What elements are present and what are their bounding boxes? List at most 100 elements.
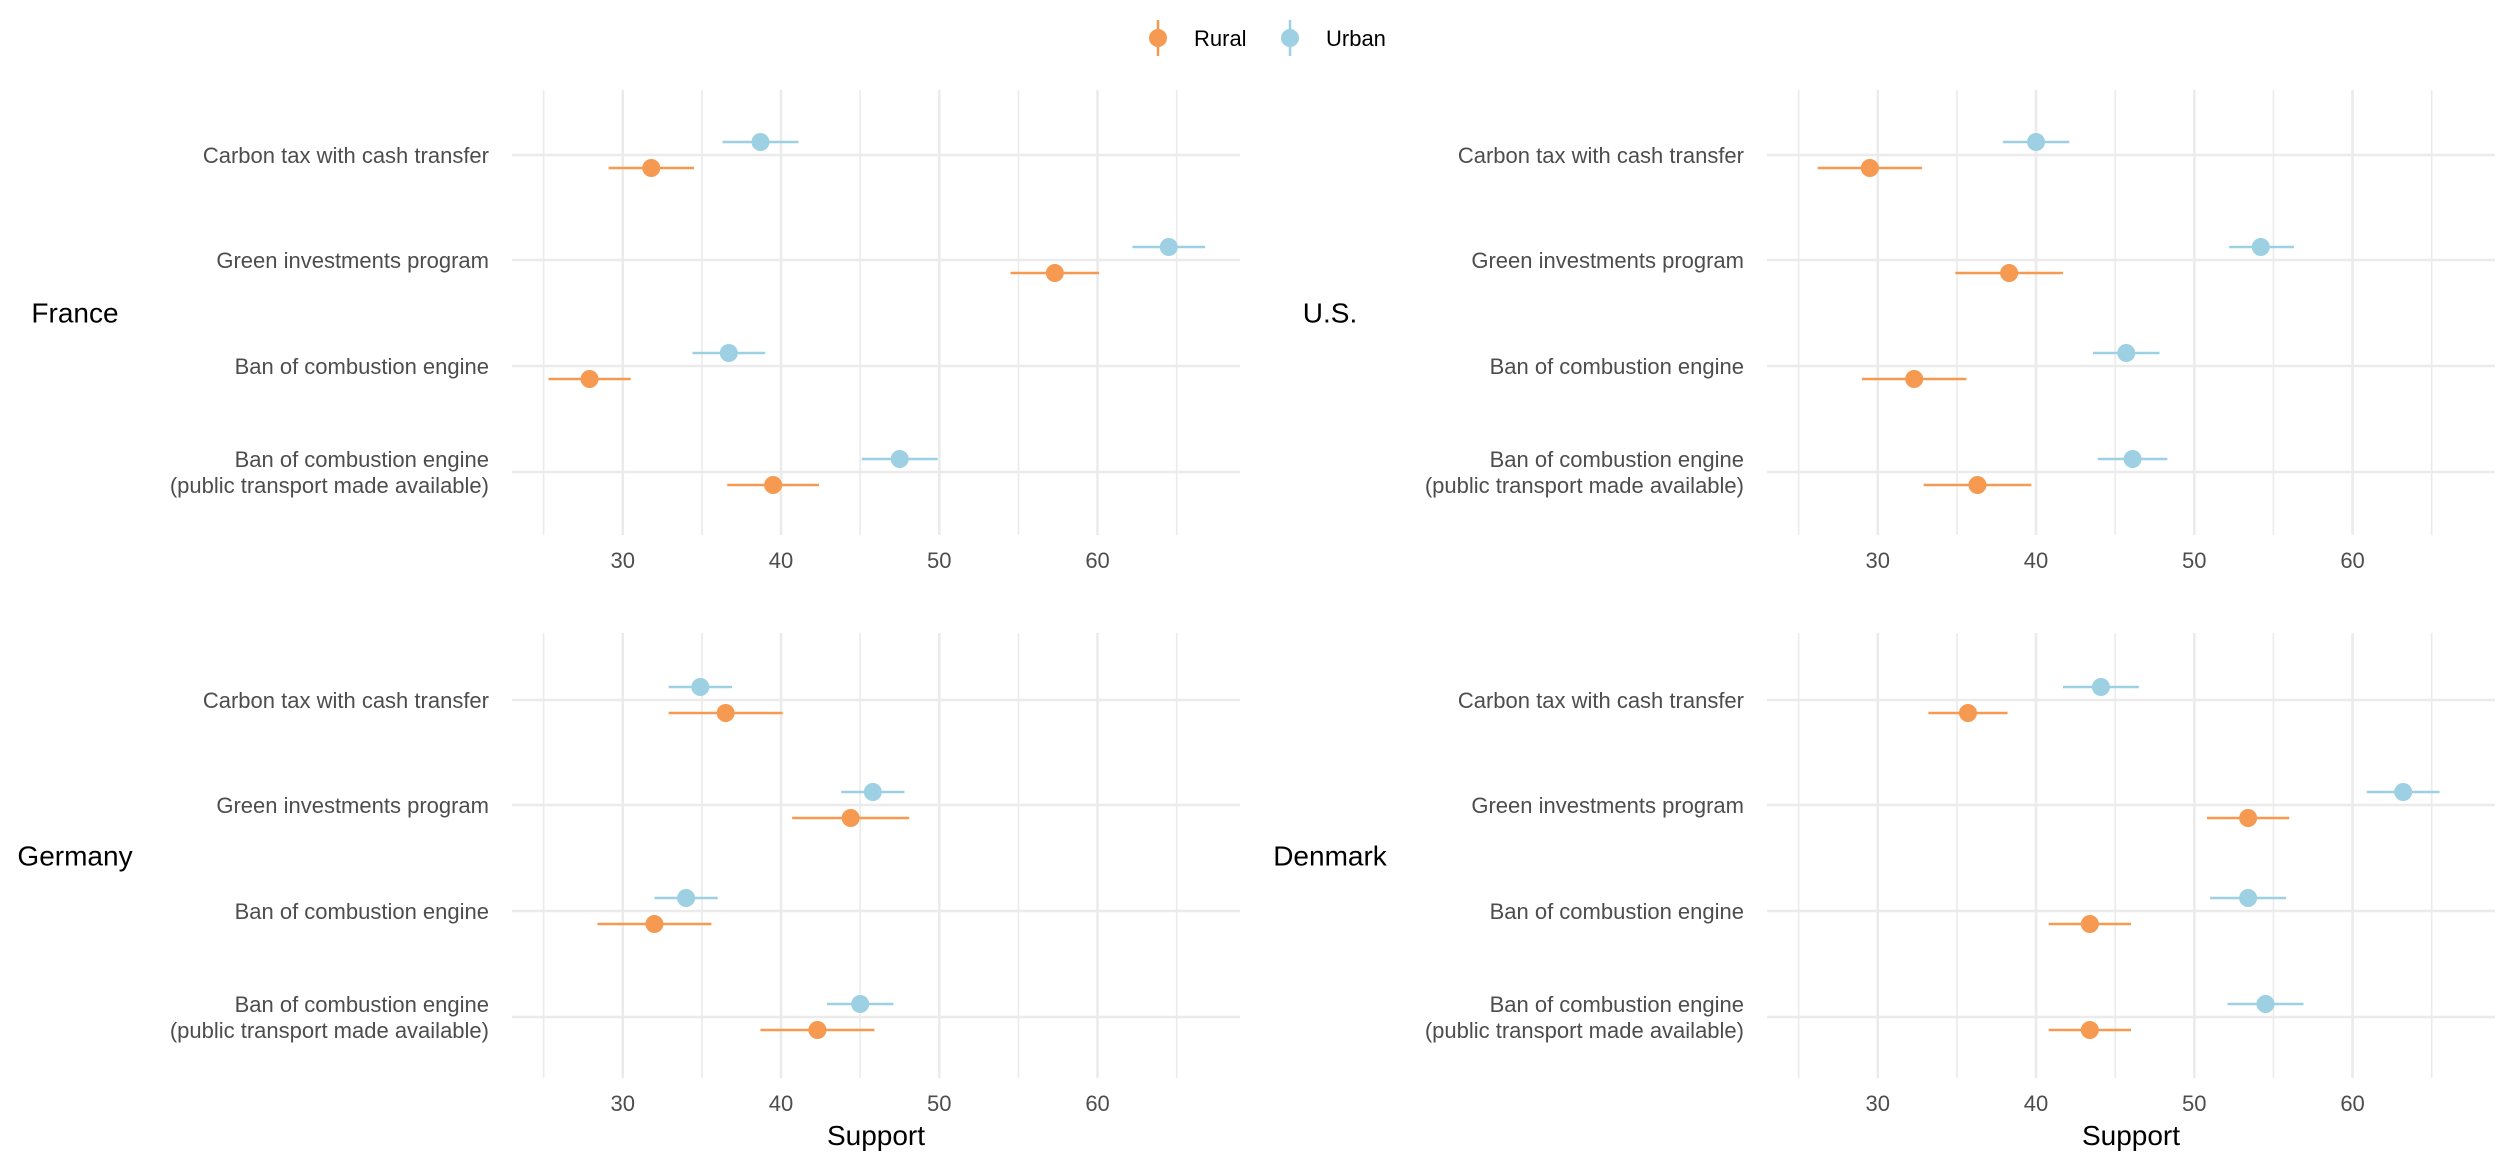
point-marker	[2251, 238, 2270, 256]
point-marker	[2000, 264, 2019, 282]
data-point-urban	[692, 344, 766, 362]
point-marker	[2123, 450, 2142, 468]
legend-label: Urban	[1326, 26, 1386, 51]
point-marker	[580, 370, 599, 388]
x-tick-label: 40	[2024, 1091, 2048, 1116]
data-point-urban	[2227, 995, 2304, 1013]
category-label: (public transport made available)	[170, 473, 489, 498]
category-label: (public transport made available)	[1425, 473, 1744, 498]
point-marker	[716, 704, 735, 722]
point-marker	[1968, 476, 1987, 494]
data-point-rural	[1955, 264, 2063, 282]
category-label: Ban of combustion engine	[1490, 992, 1744, 1017]
panel-france: France Carbon tax with cash transfer Green…	[31, 90, 1240, 573]
point-marker	[691, 678, 710, 696]
category-label: Green investments program	[1471, 248, 1744, 273]
data-point-rural	[597, 915, 712, 933]
point-marker	[863, 783, 882, 801]
data-point-urban	[2093, 344, 2160, 362]
data-point-rural	[608, 159, 694, 177]
data-point-rural	[2048, 915, 2131, 933]
point-marker	[2394, 783, 2413, 801]
point-marker	[2256, 995, 2275, 1013]
legend-label: Rural	[1194, 26, 1247, 51]
data-point-urban	[668, 678, 732, 696]
data-point-rural	[2206, 809, 2290, 827]
data-point-rural	[668, 704, 783, 722]
point-marker	[751, 133, 770, 151]
legend-dot	[1281, 29, 1299, 47]
data-point-urban	[722, 133, 799, 151]
x-tick-label: 40	[769, 548, 793, 573]
point-marker	[841, 809, 860, 827]
data-point-rural	[792, 809, 910, 827]
point-marker	[764, 476, 783, 494]
data-point-urban	[2097, 450, 2168, 468]
category-label: Ban of combustion engine	[1490, 354, 1744, 379]
country-label: U.S.	[1303, 298, 1357, 329]
point-marker	[1045, 264, 1064, 282]
point-marker	[677, 889, 696, 907]
data-point-urban	[841, 783, 905, 801]
data-point-rural	[548, 370, 631, 388]
data-point-rural	[1923, 476, 2032, 494]
data-point-urban	[1132, 238, 1206, 256]
x-tick-label: 40	[2024, 548, 2048, 573]
data-point-urban	[2210, 889, 2287, 907]
data-point-urban	[2229, 238, 2295, 256]
category-label: Ban of combustion engine	[235, 992, 489, 1017]
data-point-rural	[727, 476, 820, 494]
category-label: Carbon tax with cash transfer	[1458, 688, 1744, 713]
data-point-urban	[654, 889, 718, 907]
category-label: Green investments program	[216, 248, 489, 273]
legend-item-rural: Rural	[1149, 20, 1247, 56]
category-label: Carbon tax with cash transfer	[203, 688, 489, 713]
point-marker	[1159, 238, 1178, 256]
category-label: (public transport made available)	[1425, 1018, 1744, 1043]
x-tick-label: 30	[1866, 548, 1890, 573]
x-tick-label: 50	[2182, 1091, 2206, 1116]
point-marker	[2117, 344, 2136, 362]
point-marker	[2091, 678, 2110, 696]
category-label: Carbon tax with cash transfer	[203, 143, 489, 168]
point-marker	[808, 1021, 827, 1039]
data-point-rural	[2048, 1021, 2131, 1039]
x-tick-label: 30	[611, 1091, 635, 1116]
point-marker	[2027, 133, 2046, 151]
x-tick-label: 50	[927, 548, 951, 573]
x-axis-title: Support	[827, 1120, 925, 1151]
data-point-rural	[1861, 370, 1967, 388]
data-point-rural	[1010, 264, 1100, 282]
x-tick-label: 60	[1085, 548, 1109, 573]
panel-germany: Germany Carbon tax with cash transfer Gree…	[17, 633, 1240, 1151]
point-marker	[890, 450, 909, 468]
x-tick-label: 30	[1866, 1091, 1890, 1116]
legend-dot	[1149, 29, 1167, 47]
x-tick-label: 60	[1085, 1091, 1109, 1116]
category-label: Ban of combustion engine	[235, 354, 489, 379]
category-label: Ban of combustion engine	[235, 447, 489, 472]
point-marker	[645, 915, 664, 933]
legend-item-urban: Urban	[1281, 20, 1386, 56]
x-tick-label: 60	[2340, 548, 2364, 573]
point-marker	[2080, 1021, 2099, 1039]
point-marker	[2239, 889, 2258, 907]
point-marker	[642, 159, 661, 177]
data-point-rural	[1928, 704, 2008, 722]
category-label: Green investments program	[216, 793, 489, 818]
data-point-urban	[826, 995, 894, 1013]
category-label: Ban of combustion engine	[1490, 447, 1744, 472]
category-label: Green investments program	[1471, 793, 1744, 818]
data-point-rural	[1817, 159, 1923, 177]
country-label: Germany	[17, 841, 132, 872]
category-label: Carbon tax with cash transfer	[1458, 143, 1744, 168]
legend: Rural Urban	[1149, 20, 1386, 56]
country-label: Denmark	[1273, 841, 1388, 872]
panel-us: U.S. Carbon tax with cash transfer Green i…	[1303, 90, 2495, 573]
panel-denmark: Denmark Carbon tax with cash transfer Gree…	[1273, 633, 2495, 1151]
point-marker	[2080, 915, 2099, 933]
data-point-urban	[2062, 678, 2139, 696]
category-label: (public transport made available)	[170, 1018, 489, 1043]
point-marker	[1958, 704, 1977, 722]
